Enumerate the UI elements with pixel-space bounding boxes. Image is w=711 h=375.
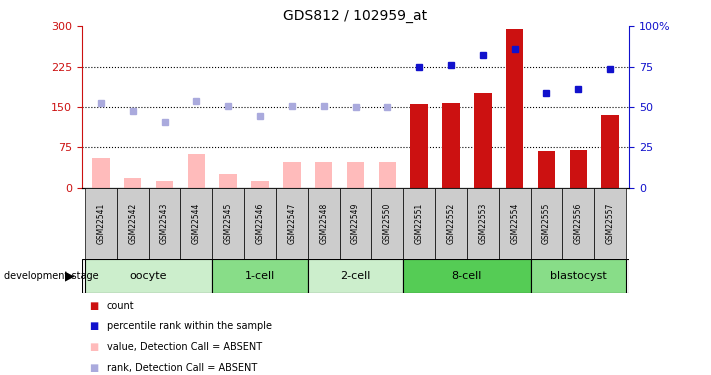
- FancyBboxPatch shape: [85, 259, 213, 292]
- FancyBboxPatch shape: [149, 188, 181, 259]
- FancyBboxPatch shape: [530, 259, 626, 292]
- FancyBboxPatch shape: [276, 188, 308, 259]
- Text: count: count: [107, 301, 134, 310]
- FancyBboxPatch shape: [340, 188, 371, 259]
- FancyBboxPatch shape: [594, 188, 626, 259]
- Text: value, Detection Call = ABSENT: value, Detection Call = ABSENT: [107, 342, 262, 352]
- Text: blastocyst: blastocyst: [550, 271, 606, 280]
- Text: rank, Detection Call = ABSENT: rank, Detection Call = ABSENT: [107, 363, 257, 372]
- FancyBboxPatch shape: [213, 259, 308, 292]
- Text: ■: ■: [89, 363, 98, 372]
- FancyBboxPatch shape: [117, 188, 149, 259]
- Text: GSM22549: GSM22549: [351, 202, 360, 244]
- Text: GSM22553: GSM22553: [479, 202, 487, 244]
- Bar: [92, 158, 109, 188]
- FancyBboxPatch shape: [530, 188, 562, 259]
- FancyBboxPatch shape: [85, 188, 117, 259]
- Bar: [506, 29, 523, 188]
- FancyBboxPatch shape: [308, 259, 403, 292]
- Text: ▶: ▶: [65, 269, 75, 282]
- Text: GDS812 / 102959_at: GDS812 / 102959_at: [284, 9, 427, 23]
- Text: GSM22551: GSM22551: [415, 202, 424, 244]
- Bar: [538, 151, 555, 188]
- Bar: [283, 162, 301, 188]
- FancyBboxPatch shape: [467, 188, 498, 259]
- Text: GSM22554: GSM22554: [510, 202, 519, 244]
- Text: GSM22541: GSM22541: [97, 202, 105, 244]
- FancyBboxPatch shape: [498, 188, 530, 259]
- Text: GSM22546: GSM22546: [255, 202, 264, 244]
- Text: GSM22542: GSM22542: [128, 202, 137, 244]
- Text: GSM22544: GSM22544: [192, 202, 201, 244]
- Bar: [410, 104, 428, 188]
- Text: GSM22557: GSM22557: [606, 202, 614, 244]
- Text: ■: ■: [89, 321, 98, 331]
- Bar: [315, 162, 333, 188]
- FancyBboxPatch shape: [244, 188, 276, 259]
- Bar: [602, 115, 619, 188]
- FancyBboxPatch shape: [435, 188, 467, 259]
- Text: GSM22556: GSM22556: [574, 202, 583, 244]
- Text: 8-cell: 8-cell: [451, 271, 482, 280]
- Text: ■: ■: [89, 301, 98, 310]
- Text: ■: ■: [89, 342, 98, 352]
- Bar: [156, 181, 173, 188]
- Text: oocyte: oocyte: [130, 271, 167, 280]
- Bar: [124, 178, 141, 188]
- Text: GSM22552: GSM22552: [447, 202, 456, 244]
- Text: GSM22543: GSM22543: [160, 202, 169, 244]
- Text: GSM22548: GSM22548: [319, 202, 328, 244]
- Bar: [474, 93, 491, 188]
- Text: GSM22555: GSM22555: [542, 202, 551, 244]
- FancyBboxPatch shape: [371, 188, 403, 259]
- FancyBboxPatch shape: [403, 188, 435, 259]
- Text: GSM22545: GSM22545: [224, 202, 232, 244]
- Bar: [442, 103, 460, 188]
- Text: percentile rank within the sample: percentile rank within the sample: [107, 321, 272, 331]
- FancyBboxPatch shape: [308, 188, 340, 259]
- Bar: [570, 150, 587, 188]
- Text: development stage: development stage: [4, 271, 98, 280]
- Bar: [251, 180, 269, 188]
- Text: GSM22547: GSM22547: [287, 202, 296, 244]
- Text: 1-cell: 1-cell: [245, 271, 275, 280]
- Text: GSM22550: GSM22550: [383, 202, 392, 244]
- FancyBboxPatch shape: [181, 188, 213, 259]
- FancyBboxPatch shape: [213, 188, 244, 259]
- FancyBboxPatch shape: [562, 188, 594, 259]
- Bar: [347, 162, 364, 188]
- FancyBboxPatch shape: [403, 259, 530, 292]
- Bar: [188, 154, 205, 188]
- Bar: [220, 174, 237, 188]
- Bar: [378, 162, 396, 188]
- Text: 2-cell: 2-cell: [341, 271, 370, 280]
